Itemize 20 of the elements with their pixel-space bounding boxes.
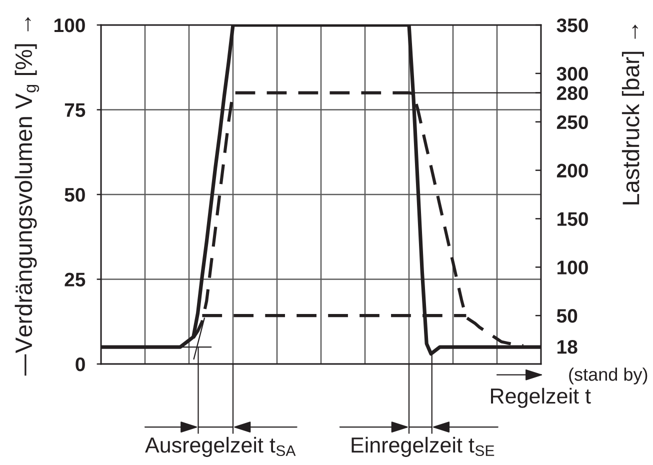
y2-tick-label: 280 <box>556 86 588 100</box>
y2-tick-label: 350 <box>556 18 588 32</box>
y2-tick-label: 18 <box>558 340 578 354</box>
y2-tick-label: 150 <box>558 212 588 226</box>
y-tick-label: 100 <box>54 18 85 32</box>
y-axis-title: —Verdrängungsvolumen V$_{g}$ [%] → <box>14 17 40 376</box>
y2-tick-label: 50 <box>556 309 578 323</box>
y2-tick-label: 250 <box>556 115 588 130</box>
y2-tick-label: 100 <box>558 260 588 274</box>
y-tick-label: 50 <box>64 188 85 202</box>
text: (stand by) <box>569 368 648 384</box>
y2-tick-label: 300 <box>556 66 588 81</box>
x-axis-title: Regelzeit t <box>491 388 591 408</box>
y2-axis-title: Lastdruck [bar] → <box>622 24 644 204</box>
text: Einregelzeit t$_{SE}$ <box>352 436 494 457</box>
y-tick-label: 75 <box>64 103 86 117</box>
y2-tick-label: 200 <box>556 164 588 178</box>
y-tick-label: 25 <box>64 272 86 286</box>
text: Ausregelzeit t$_{SA}$ <box>145 436 296 457</box>
y-tick-label: 0 <box>76 357 85 372</box>
